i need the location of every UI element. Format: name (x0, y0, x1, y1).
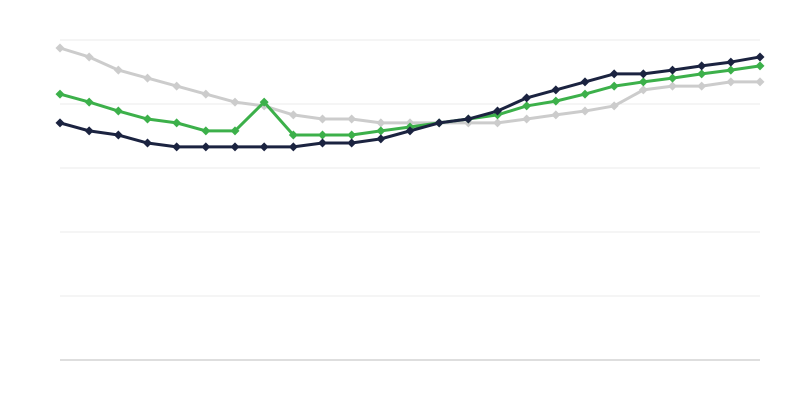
data-point-marker (172, 142, 182, 152)
data-point-marker (697, 69, 707, 79)
data-point-marker (522, 93, 532, 103)
data-point-marker (522, 114, 532, 124)
data-point-marker (172, 81, 182, 91)
data-point-marker (230, 142, 240, 152)
data-point-marker (113, 130, 123, 140)
data-point-marker (288, 130, 298, 140)
data-point-marker (201, 89, 211, 99)
data-point-marker (143, 73, 152, 83)
data-point-marker (726, 57, 736, 67)
data-point-marker (580, 106, 590, 116)
data-point-marker (55, 43, 65, 53)
data-point-marker (668, 73, 677, 83)
data-point-marker (697, 61, 707, 71)
data-point-marker (697, 81, 707, 91)
data-point-marker (551, 96, 561, 106)
data-point-marker (347, 130, 357, 140)
data-point-marker (755, 61, 765, 71)
data-point-marker (318, 138, 327, 148)
data-point-marker (609, 81, 619, 91)
data-point-marker (143, 138, 152, 148)
data-point-marker (668, 65, 677, 75)
data-point-marker (230, 97, 240, 107)
data-point-marker (347, 114, 357, 124)
data-point-marker (201, 142, 211, 152)
data-point-marker (638, 85, 648, 95)
data-point-marker (551, 110, 561, 120)
data-point-marker (580, 89, 590, 99)
data-point-marker (55, 118, 65, 128)
data-point-marker (493, 118, 502, 128)
data-point-marker (55, 89, 65, 99)
data-point-marker (609, 101, 619, 111)
data-point-marker (726, 65, 736, 75)
data-point-marker (493, 106, 502, 116)
data-point-marker (434, 118, 444, 128)
data-point-marker (726, 77, 736, 87)
data-point-marker (755, 52, 765, 62)
data-point-marker (405, 126, 415, 136)
series-line-1 (59, 46, 760, 125)
data-point-marker (463, 114, 473, 124)
data-point-marker (288, 142, 298, 152)
data-point-marker (113, 106, 123, 116)
data-point-marker (638, 69, 648, 79)
data-point-marker (551, 85, 561, 95)
data-point-marker (259, 97, 269, 107)
data-point-marker (201, 126, 211, 136)
data-point-marker (259, 142, 269, 152)
data-point-marker (318, 130, 327, 140)
data-point-marker (288, 110, 298, 120)
data-point-marker (347, 138, 357, 148)
data-point-marker (230, 126, 240, 136)
data-point-marker (84, 52, 94, 62)
data-point-marker (668, 81, 677, 91)
data-point-marker (143, 114, 152, 124)
data-point-marker (84, 97, 94, 107)
data-point-marker (580, 77, 590, 87)
data-point-marker (84, 126, 94, 136)
data-point-marker (172, 118, 182, 128)
data-point-marker (113, 65, 123, 75)
data-point-marker (376, 134, 386, 144)
data-point-marker (609, 69, 619, 79)
data-point-marker (522, 101, 532, 111)
data-point-marker (376, 126, 386, 136)
data-point-marker (376, 118, 386, 128)
data-point-marker (755, 77, 765, 87)
data-point-marker (318, 114, 327, 124)
data-point-marker (638, 77, 648, 87)
